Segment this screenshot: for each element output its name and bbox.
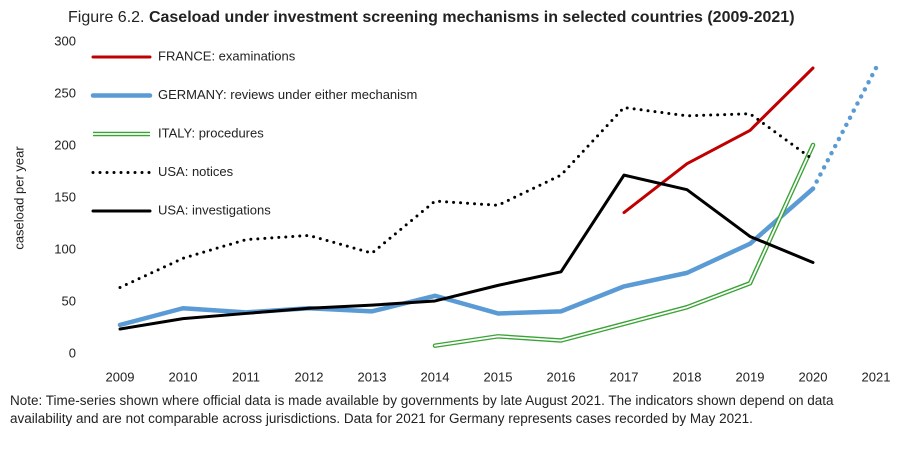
y-axis-label: caseload per year <box>11 146 26 250</box>
x-tick-label: 2019 <box>736 369 765 384</box>
legend-label: USA: notices <box>158 164 234 179</box>
y-tick-label: 0 <box>69 345 76 360</box>
legend-label: ITALY: procedures <box>158 125 264 140</box>
x-tick-label: 2020 <box>799 369 828 384</box>
x-tick-label: 2010 <box>169 369 198 384</box>
legend-label: GERMANY: reviews under either mechanism <box>158 87 417 102</box>
note: Note: Time-series shown where official d… <box>10 393 834 426</box>
series-line <box>622 66 815 215</box>
y-tick-label: 150 <box>54 189 76 204</box>
y-tick-label: 250 <box>54 85 76 100</box>
series-line <box>118 106 815 289</box>
x-tick-label: 2014 <box>421 369 450 384</box>
x-tick-label: 2009 <box>106 369 135 384</box>
x-tick-label: 2012 <box>295 369 324 384</box>
legend-label: USA: investigations <box>158 202 271 217</box>
series-line <box>118 173 815 331</box>
chart-title: Figure 6.2. Caseload under investment sc… <box>68 9 795 26</box>
y-tick-label: 50 <box>62 293 76 308</box>
chart: Figure 6.2. Caseload under investment sc… <box>11 9 891 384</box>
x-tick-label: 2016 <box>547 369 576 384</box>
y-tick-label: 100 <box>54 241 76 256</box>
x-tick-label: 2018 <box>673 369 702 384</box>
figure-label: Figure 6.2. <box>68 9 144 26</box>
x-tick-label: 2015 <box>484 369 513 384</box>
y-tick-label: 300 <box>54 33 76 48</box>
x-tick-label: 2017 <box>610 369 639 384</box>
x-tick-label: 2011 <box>232 369 260 384</box>
series-line-dotted <box>810 65 879 191</box>
legend-label: FRANCE: examinations <box>158 48 296 63</box>
title-text: Caseload under investment screening mech… <box>149 9 795 26</box>
x-tick-label: 2021 <box>862 369 891 384</box>
y-tick-label: 200 <box>54 137 76 152</box>
series-line <box>117 186 816 328</box>
x-tick-label: 2013 <box>358 369 387 384</box>
series-line-inner <box>434 144 814 347</box>
